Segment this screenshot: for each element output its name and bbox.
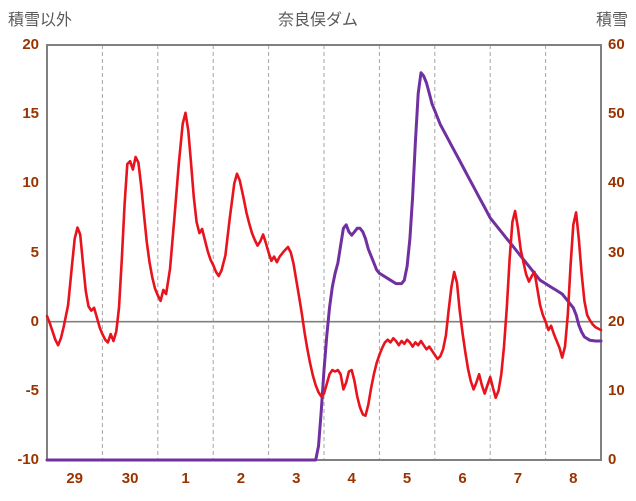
left-axis-tick-label: 0 (30, 312, 39, 330)
left-axis-tick-label: -5 (25, 381, 39, 399)
left-axis-tick-label: 15 (22, 105, 39, 123)
left-axis-title: 積雪以外 (8, 12, 73, 29)
chart-title: 奈良俣ダム (277, 12, 358, 29)
right-axis-tick-label: 40 (608, 174, 625, 192)
right-axis-tick-label: 10 (608, 381, 625, 399)
left-axis-tick-label: 10 (22, 174, 39, 192)
right-axis-tick-label: 50 (608, 105, 625, 123)
x-axis-tick-label: 1 (181, 470, 190, 487)
right-axis-tick-label: 0 (608, 451, 617, 468)
plot-border (46, 44, 602, 461)
series-other-than-snow-line (45, 111, 603, 418)
right-axis-tick-label: 30 (608, 243, 625, 261)
x-axis-tick-label: 6 (458, 470, 467, 487)
left-axis-tick-label: -10 (17, 451, 39, 468)
x-axis-tick-label: 2 (236, 470, 246, 487)
right-axis-title: 積雪 (595, 12, 628, 29)
right-axis-tick-label: 20 (608, 312, 625, 330)
x-axis-tick-label: 3 (292, 470, 301, 487)
x-axis-tick-label: 5 (402, 470, 412, 487)
x-axis-tick-label: 4 (347, 470, 356, 487)
left-axis-tick-label: 20 (22, 36, 39, 53)
x-axis-tick-label: 30 (121, 470, 139, 487)
right-axis-tick-label: 60 (608, 36, 625, 53)
x-axis-tick-label: 8 (569, 470, 578, 487)
left-axis-tick-label: 5 (30, 243, 39, 261)
x-axis-tick-label: 7 (513, 470, 523, 487)
x-axis-tick-label: 29 (66, 470, 84, 487)
series-snow-depth-line (45, 71, 603, 462)
